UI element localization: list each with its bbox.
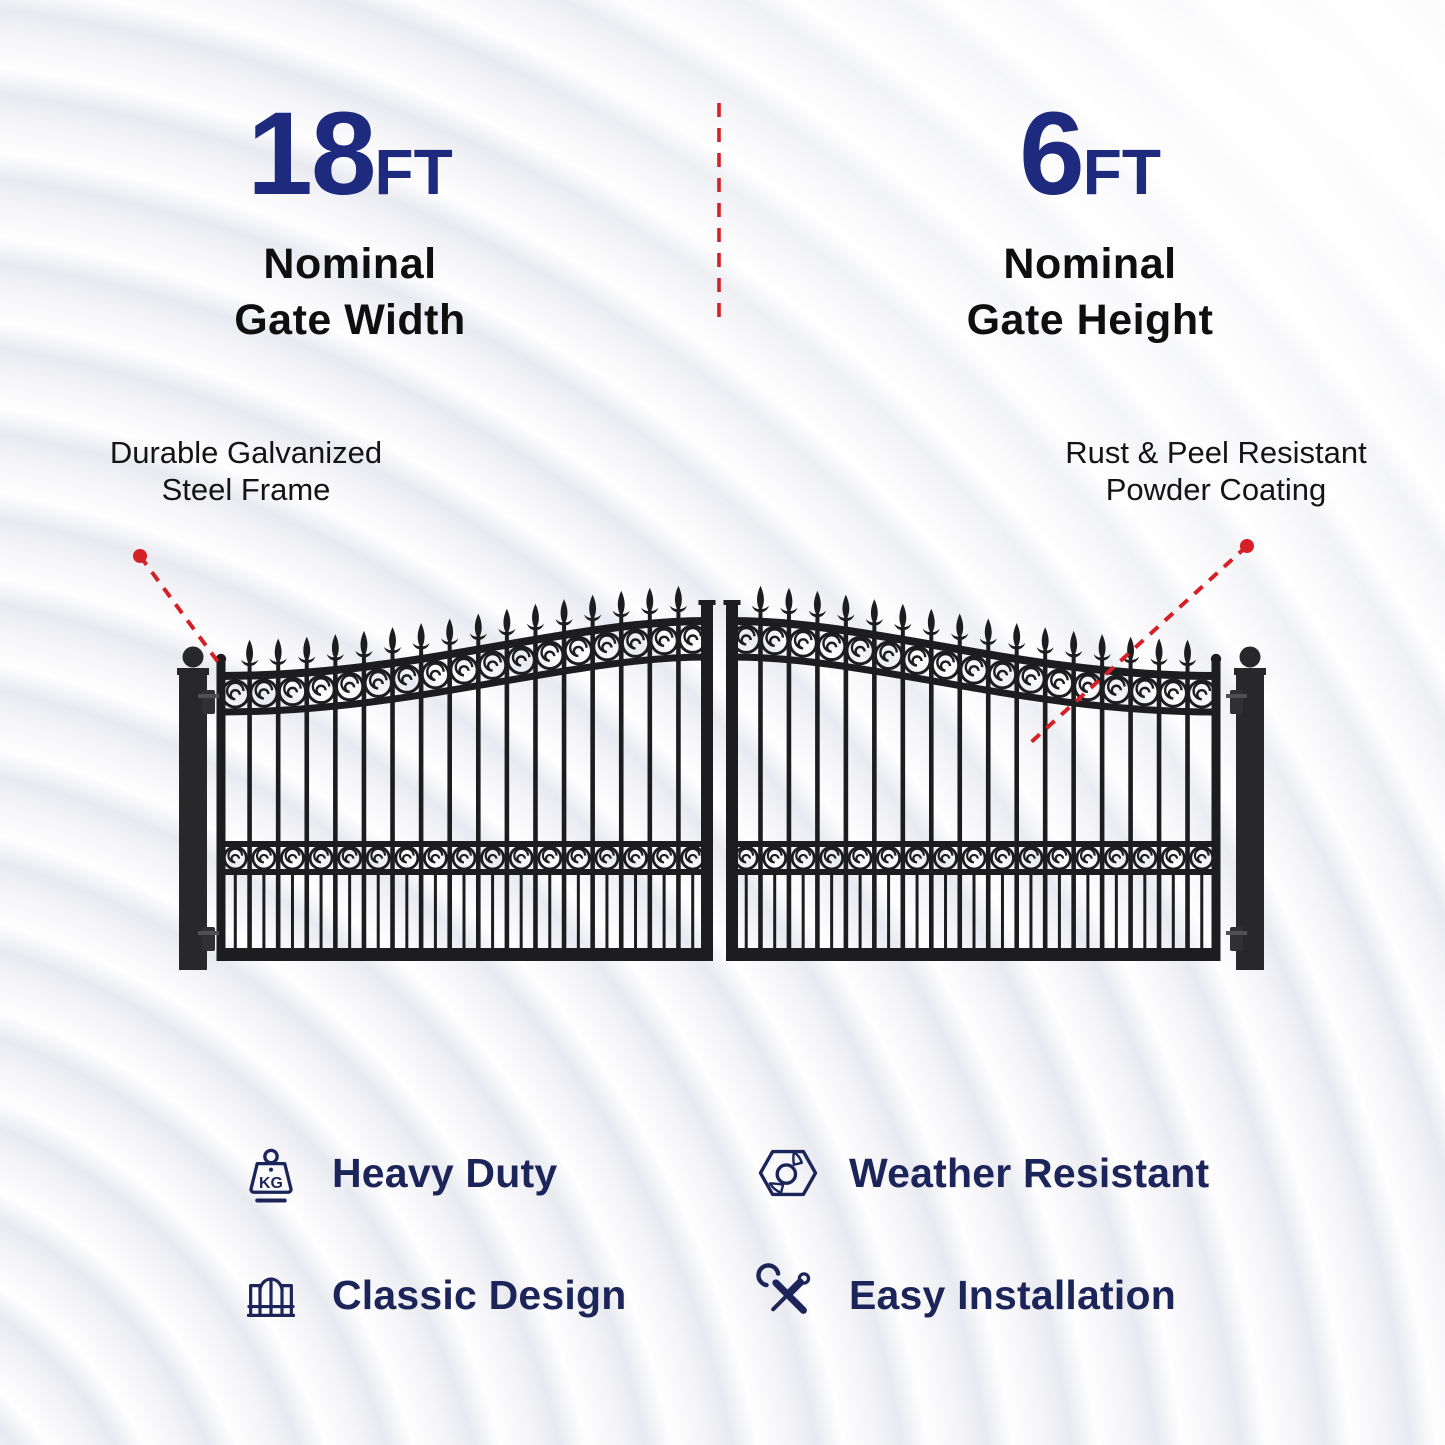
svg-text:KG: KG xyxy=(259,1175,283,1192)
callout-lines xyxy=(133,103,1254,747)
feature-list: KG Heavy Duty Weather Resistant xyxy=(238,1140,1238,1328)
gate-width-caption: Nominal Gate Width xyxy=(234,240,466,344)
right-post xyxy=(1234,646,1266,970)
kg-weight-icon: KG xyxy=(249,1148,293,1203)
gate-width-spec: 18FT Nominal Gate Width xyxy=(140,95,560,349)
arched-gate-icon xyxy=(246,1277,296,1317)
gate-width-value: 18FT xyxy=(247,88,453,220)
callout-powder-coating: Rust & Peel Resistant Powder Coating xyxy=(1065,435,1367,508)
feature-weather-resistant: Weather Resistant xyxy=(755,1140,1238,1206)
feature-heavy-duty: KG Heavy Duty xyxy=(238,1140,755,1206)
gate-height-spec: 6FT Nominal Gate Height xyxy=(880,95,1300,349)
left-post xyxy=(177,646,209,970)
feature-classic-design: Classic Design xyxy=(238,1262,755,1328)
hex-nut-icon xyxy=(758,1149,818,1197)
gate xyxy=(177,585,1266,970)
gate-height-value: 6FT xyxy=(1019,88,1161,220)
crossed-tools-icon xyxy=(756,1263,811,1314)
left-leaf xyxy=(215,585,716,961)
callout-steel-frame: Durable Galvanized Steel Frame xyxy=(109,435,383,508)
feature-easy-installation: Easy Installation xyxy=(755,1262,1238,1328)
right-leaf xyxy=(723,585,1222,961)
gate-height-caption: Nominal Gate Height xyxy=(966,240,1214,344)
